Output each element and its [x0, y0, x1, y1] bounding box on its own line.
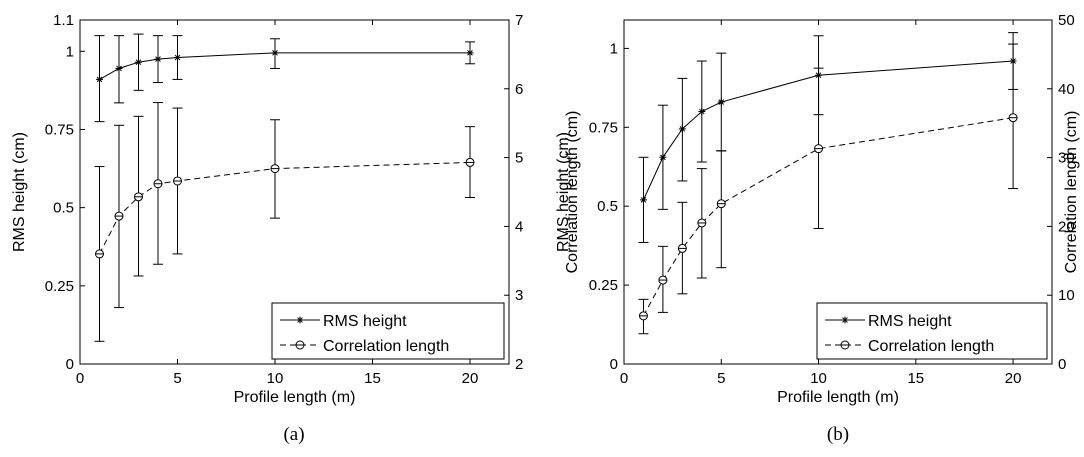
y-right-tick-label: 50	[1058, 12, 1075, 29]
y-right-tick-label: 20	[1058, 218, 1075, 235]
legend-label: Correlation length	[868, 338, 994, 355]
y-right-tick-label: 40	[1058, 81, 1075, 98]
y-left-tick-label: 0	[66, 356, 74, 373]
y-right-tick-label: 7	[515, 12, 523, 29]
y-left-tick-label: 0.5	[53, 200, 74, 217]
y-left-tick-label: 0.75	[45, 121, 74, 138]
x-tick-label: 0	[76, 370, 84, 387]
y-left-tick-label: 1	[66, 43, 74, 60]
star-marker	[135, 58, 142, 66]
legend-label: RMS height	[323, 313, 407, 330]
series-correlation-length	[94, 102, 475, 342]
x-tick-label: 0	[620, 370, 628, 387]
x-tick-label: 15	[364, 370, 381, 387]
star-marker	[96, 75, 103, 83]
y-left-tick-label: 1.1	[53, 12, 74, 29]
legend-box	[816, 302, 1048, 360]
y-right-tick-label: 4	[515, 218, 523, 235]
y-right-axis-label: Correlation length (cm)	[564, 111, 581, 274]
figure-caption: (b)	[827, 424, 849, 445]
y-left-tick-label: 0.75	[589, 119, 618, 136]
series-correlation-length	[638, 43, 1019, 335]
y-right-tick-label: 5	[515, 150, 523, 167]
y-right-tick-label: 10	[1058, 287, 1075, 304]
series-rms-height	[94, 33, 475, 123]
y-right-tick-label: 6	[515, 81, 523, 98]
y-left-tick-label: 0	[610, 356, 618, 373]
star-marker	[639, 196, 647, 204]
legend: RMS height Correlation length	[816, 302, 1048, 360]
y-right-tick-label: 2	[515, 356, 523, 373]
star-marker	[659, 153, 667, 161]
figure-caption: (a)	[283, 424, 304, 445]
y-right-tick-label: 3	[515, 287, 523, 304]
star-marker	[296, 316, 304, 324]
x-tick-label: 20	[1005, 370, 1022, 387]
y-right-tick-label: 0	[1058, 356, 1066, 373]
star-marker	[717, 98, 725, 106]
star-marker	[841, 316, 849, 324]
legend: RMS height Correlation length	[271, 302, 505, 360]
star-marker	[154, 55, 162, 63]
y-left-tick-label: 0.25	[45, 278, 74, 295]
y-left-tick-label: 0.25	[589, 277, 618, 294]
star-marker	[271, 49, 279, 57]
y-left-axis-label: RMS height (cm)	[555, 132, 572, 252]
y-right-tick-label: 30	[1058, 150, 1075, 167]
x-tick-label: 5	[173, 370, 181, 387]
star-marker	[698, 108, 706, 116]
chart-2: 0 5 10 15 2000.250.50.75101020304050Profile …	[555, 12, 1080, 445]
star-marker	[678, 125, 686, 133]
y-left-tick-label: 0.5	[597, 198, 618, 215]
x-tick-label: 10	[810, 370, 827, 387]
x-tick-label: 10	[267, 370, 284, 387]
x-tick-label: 5	[717, 370, 725, 387]
star-marker	[115, 64, 123, 72]
y-left-axis-label: RMS height (cm)	[11, 132, 28, 252]
star-marker	[174, 54, 181, 62]
x-axis-label: Profile length (m)	[234, 389, 356, 406]
legend-box	[271, 302, 505, 360]
star-marker	[466, 49, 474, 57]
x-tick-label: 15	[907, 370, 924, 387]
legend-label: Correlation length	[323, 338, 449, 355]
y-left-tick-label: 1	[610, 40, 618, 57]
y-right-axis-label: Correlation length (cm)	[1063, 111, 1080, 274]
x-axis-label: Profile length (m)	[777, 389, 899, 406]
chart-1: 0 5 10 15 20 0 0.25 0.5 0.75 1 1.1 2 3 4 5 6 7 Profile le…	[11, 12, 581, 445]
legend-label: RMS height	[868, 313, 952, 330]
x-tick-label: 20	[462, 370, 479, 387]
